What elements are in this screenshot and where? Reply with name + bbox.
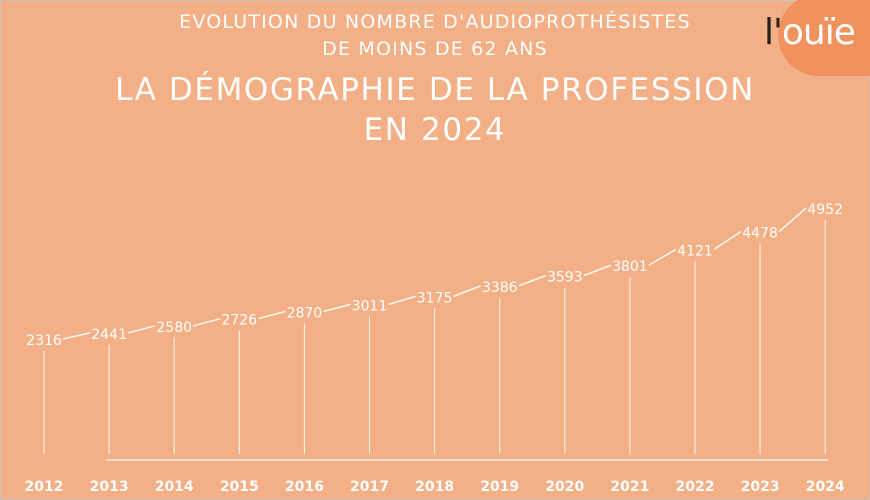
line-segment-2014-2015: [193, 317, 221, 327]
x-tick-label-2013: 2013: [90, 479, 129, 495]
line-segment-2022-2023: [713, 230, 742, 250]
line-segment-2015-2016: [258, 310, 286, 320]
line-segment-2020-2021: [583, 264, 612, 277]
data-label-2023: 4478: [742, 226, 778, 242]
x-tick-label-2014: 2014: [155, 479, 194, 495]
data-label-2024: 4952: [807, 202, 843, 218]
line-segment-2023-2024: [778, 207, 807, 233]
line-segment-2016-2017: [323, 303, 351, 313]
x-tick-label-2022: 2022: [676, 479, 715, 495]
data-label-2012: 2316: [26, 333, 62, 349]
data-label-2014: 2580: [156, 320, 192, 336]
x-tick-label-2024: 2024: [806, 479, 845, 495]
x-tick-label-2021: 2021: [610, 479, 649, 495]
title-line-2: EN 2024: [363, 112, 507, 148]
x-tick-label-2018: 2018: [415, 479, 454, 495]
logo: l'ouïe: [764, 12, 856, 53]
logo-badge: [778, 0, 870, 76]
line-segment-2017-2018: [388, 295, 416, 306]
subtitle-line-2: DE MOINS DE 62 ANS: [322, 38, 548, 60]
data-label-2015: 2726: [221, 313, 257, 329]
line-segment-2019-2020: [518, 274, 547, 287]
x-tick-label-2015: 2015: [220, 479, 259, 495]
data-label-2021: 3801: [612, 259, 648, 275]
title-line-1: LA DÉMOGRAPHIE DE LA PROFESSION: [115, 72, 755, 108]
data-label-2019: 3386: [482, 280, 518, 296]
data-label-2016: 2870: [287, 305, 323, 321]
x-tick-label-2016: 2016: [285, 479, 324, 495]
line-segment-2021-2022: [648, 248, 677, 266]
data-label-2022: 4121: [677, 243, 713, 259]
logo-main: ouïe: [781, 12, 856, 53]
data-label-2018: 3175: [417, 290, 453, 306]
line-segment-2018-2019: [453, 285, 481, 297]
logo-prefix: l': [764, 12, 783, 53]
line-segment-2013-2014: [127, 325, 156, 334]
x-tick-label-2019: 2019: [480, 479, 519, 495]
chart-title: LA DÉMOGRAPHIE DE LA PROFESSION EN 2024: [0, 70, 870, 150]
chart-subtitle: EVOLUTION DU NOMBRE D'AUDIOPROTHÉSISTES …: [0, 9, 870, 63]
x-tick-label-2020: 2020: [545, 479, 584, 495]
x-tick-label-2023: 2023: [741, 479, 780, 495]
data-label-2013: 2441: [91, 327, 127, 343]
x-tick-label-2012: 2012: [25, 479, 64, 495]
data-label-2020: 3593: [547, 270, 583, 286]
data-label-2017: 3011: [352, 298, 388, 314]
subtitle-line-1: EVOLUTION DU NOMBRE D'AUDIOPROTHÉSISTES: [179, 11, 691, 33]
line-segment-2012-2013: [62, 332, 91, 340]
x-tick-label-2017: 2017: [350, 479, 389, 495]
